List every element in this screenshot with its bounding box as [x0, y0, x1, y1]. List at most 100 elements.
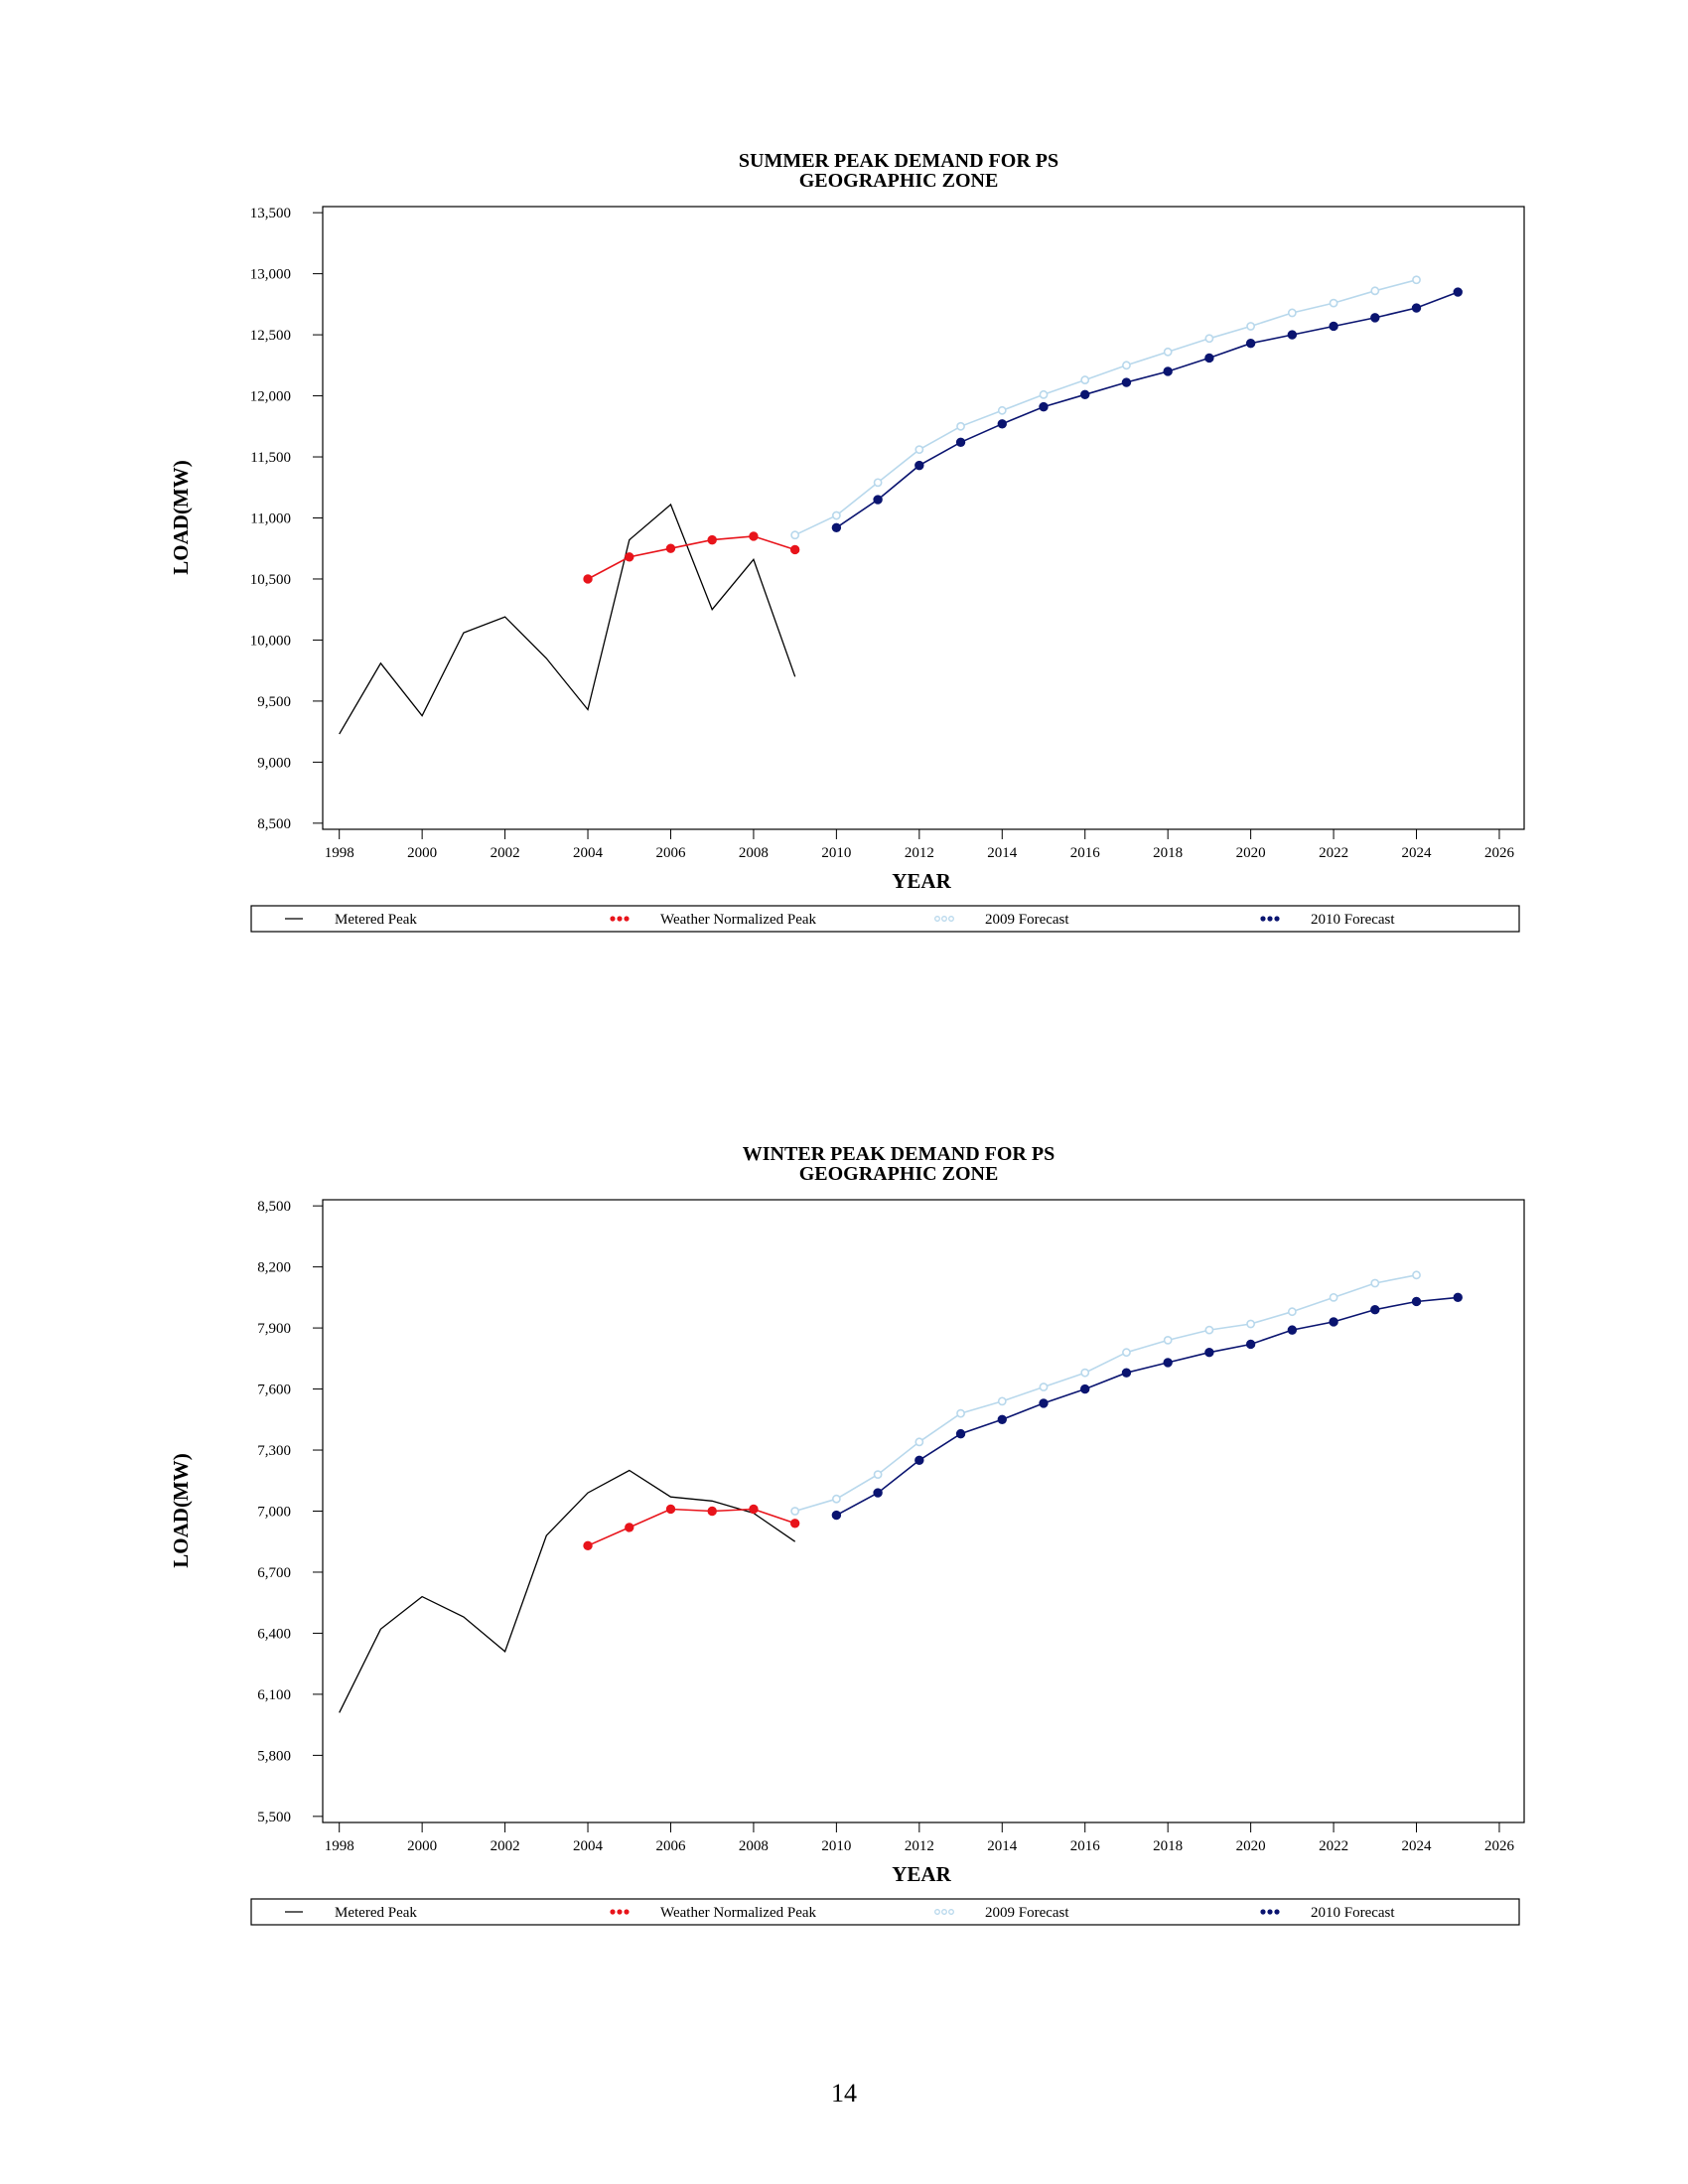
winter-x-tick-label: 2022 — [1319, 1838, 1348, 1854]
winter-series-2010-forecast-point — [1245, 1339, 1256, 1350]
winter-y-tick-label: 7,000 — [257, 1505, 291, 1521]
winter-series-2009-forecast-point — [1329, 1292, 1338, 1302]
winter-series-2010-forecast-point — [1329, 1317, 1338, 1327]
summer-series-2010-forecast-point — [1163, 366, 1173, 376]
summer-series-2010-forecast-point — [1039, 401, 1049, 412]
winter-y-tick-label: 6,100 — [257, 1687, 291, 1703]
winter-series-2010-forecast-point — [997, 1414, 1007, 1424]
winter-x-tick-label: 2010 — [821, 1838, 851, 1854]
winter-series-weather-normalized-peak-point — [749, 1504, 759, 1515]
winter-x-tick-label: 2000 — [407, 1838, 437, 1854]
winter-series-2009-forecast-point — [1039, 1383, 1049, 1391]
summer-series-2009-forecast-point — [873, 478, 883, 488]
summer-y-axis-title: LOAD(MW) — [169, 460, 193, 574]
winter-legend-swatch-2009-forecast — [941, 1909, 947, 1915]
summer-y-tick-label: 11,500 — [250, 450, 291, 466]
summer-series-2010-forecast-point — [1411, 303, 1422, 313]
summer-x-tick-label: 2000 — [407, 845, 437, 861]
winter-legend-swatch-2009-forecast — [934, 1909, 940, 1915]
summer-series-2009-forecast-point — [1329, 298, 1338, 308]
winter-legend-swatch-2010-forecast — [1267, 1909, 1273, 1915]
summer-x-tick-label: 2004 — [573, 845, 604, 861]
summer-y-tick-label: 11,000 — [250, 511, 291, 527]
winter-x-tick-label: 2002 — [491, 1838, 520, 1854]
winter-legend-box — [250, 1898, 1520, 1926]
summer-series-2010-forecast-point — [1370, 313, 1380, 323]
winter-series-metered-peak-line — [339, 1469, 796, 1713]
summer-series-2009-forecast-line — [794, 279, 1417, 536]
summer-series-2009-forecast-point — [914, 445, 924, 455]
summer-y-tick-label: 12,500 — [250, 328, 291, 344]
summer-x-axis-title: YEAR — [892, 869, 951, 893]
summer-series-weather-normalized-peak-point — [707, 534, 717, 545]
summer-y-tick-label: 13,500 — [250, 206, 291, 221]
summer-chart-title: SUMMER PEAK DEMAND FOR PS — [739, 150, 1058, 172]
winter-legend-label-metered-peak: Metered Peak — [335, 1905, 417, 1921]
summer-chart-subtitle: GEOGRAPHIC ZONE — [799, 170, 999, 192]
winter-series-2009-forecast-point — [1163, 1335, 1173, 1345]
summer-x-tick-label: 2006 — [655, 845, 686, 861]
summer-legend-swatch-2009-forecast — [941, 916, 947, 922]
summer-series-2010-forecast-point — [831, 522, 842, 533]
summer-series-2010-forecast-point — [1453, 287, 1463, 297]
winter-series-2010-forecast-point — [1121, 1368, 1132, 1378]
summer-y-tick-label: 10,000 — [250, 633, 291, 649]
winter-legend-swatch-weather-normalized-peak — [610, 1909, 616, 1915]
winter-series-2009-forecast-point — [1287, 1307, 1297, 1317]
winter-x-tick-label: 2020 — [1236, 1838, 1266, 1854]
summer-series-2010-forecast-line — [835, 291, 1459, 528]
summer-x-tick-label: 2012 — [905, 845, 934, 861]
winter-series-2010-forecast-point — [873, 1488, 883, 1498]
winter-series-2009-forecast-point — [997, 1396, 1007, 1406]
summer-series-weather-normalized-peak-line — [587, 535, 795, 580]
winter-series-2009-forecast-point — [790, 1507, 800, 1516]
summer-series-2010-forecast-point — [1204, 353, 1214, 364]
summer-legend-swatch-weather-normalized-peak — [610, 916, 616, 922]
summer-series-2009-forecast-point — [1122, 361, 1131, 370]
summer-legend-label-2010-forecast: 2010 Forecast — [1311, 912, 1395, 928]
summer-legend-swatch-2010-forecast — [1267, 916, 1273, 922]
winter-y-tick-label: 6,700 — [257, 1565, 291, 1581]
winter-legend-swatch-weather-normalized-peak — [617, 1909, 623, 1915]
winter-series-2009-forecast-point — [956, 1408, 965, 1418]
winter-x-tick-label: 2008 — [739, 1838, 769, 1854]
summer-series-2009-forecast-point — [790, 530, 800, 540]
winter-x-tick-label: 2018 — [1153, 1838, 1183, 1854]
summer-y-tick-label: 9,000 — [257, 755, 291, 771]
summer-x-tick-label: 2010 — [821, 845, 851, 861]
winter-series-2009-forecast-point — [1246, 1319, 1256, 1329]
summer-x-tick-label: 2022 — [1319, 845, 1348, 861]
winter-legend-label-2010-forecast: 2010 Forecast — [1311, 1905, 1395, 1921]
winter-series-2009-forecast-point — [831, 1494, 841, 1504]
winter-series-2009-forecast-line — [794, 1274, 1417, 1513]
summer-series-weather-normalized-peak-point — [625, 552, 634, 562]
summer-series-weather-normalized-peak-point — [749, 531, 759, 541]
winter-series-weather-normalized-peak-point — [707, 1506, 717, 1517]
winter-x-tick-label: 2004 — [573, 1838, 604, 1854]
winter-x-tick-label: 2012 — [905, 1838, 934, 1854]
summer-legend-label-2009-forecast: 2009 Forecast — [985, 912, 1069, 928]
summer-series-2009-forecast-point — [1163, 347, 1173, 357]
summer-x-tick-label: 2020 — [1236, 845, 1266, 861]
summer-legend-swatch-2010-forecast — [1274, 916, 1280, 922]
winter-legend-swatch-2010-forecast — [1274, 1909, 1280, 1915]
page-number: 14 — [831, 2079, 857, 2108]
winter-series-2009-forecast-point — [1412, 1270, 1421, 1280]
winter-series-2010-forecast-point — [914, 1455, 924, 1465]
summer-series-weather-normalized-peak-point — [665, 543, 676, 553]
summer-y-tick-label: 10,500 — [250, 572, 291, 588]
winter-legend-label-weather-normalized-peak: Weather Normalized Peak — [660, 1905, 817, 1921]
summer-series-2009-forecast-point — [1370, 286, 1380, 296]
winter-series-2009-forecast-point — [914, 1437, 924, 1447]
summer-series-2009-forecast-point — [831, 510, 841, 520]
winter-legend-label-2009-forecast: 2009 Forecast — [985, 1905, 1069, 1921]
winter-series-weather-normalized-peak-point — [583, 1540, 593, 1551]
winter-y-tick-label: 7,900 — [257, 1321, 291, 1337]
summer-y-tick-label: 8,500 — [257, 816, 291, 832]
winter-y-tick-label: 5,500 — [257, 1810, 291, 1825]
winter-y-tick-label: 7,600 — [257, 1383, 291, 1398]
winter-chart-title: WINTER PEAK DEMAND FOR PS — [743, 1143, 1055, 1165]
summer-series-2009-forecast-point — [1246, 322, 1256, 331]
